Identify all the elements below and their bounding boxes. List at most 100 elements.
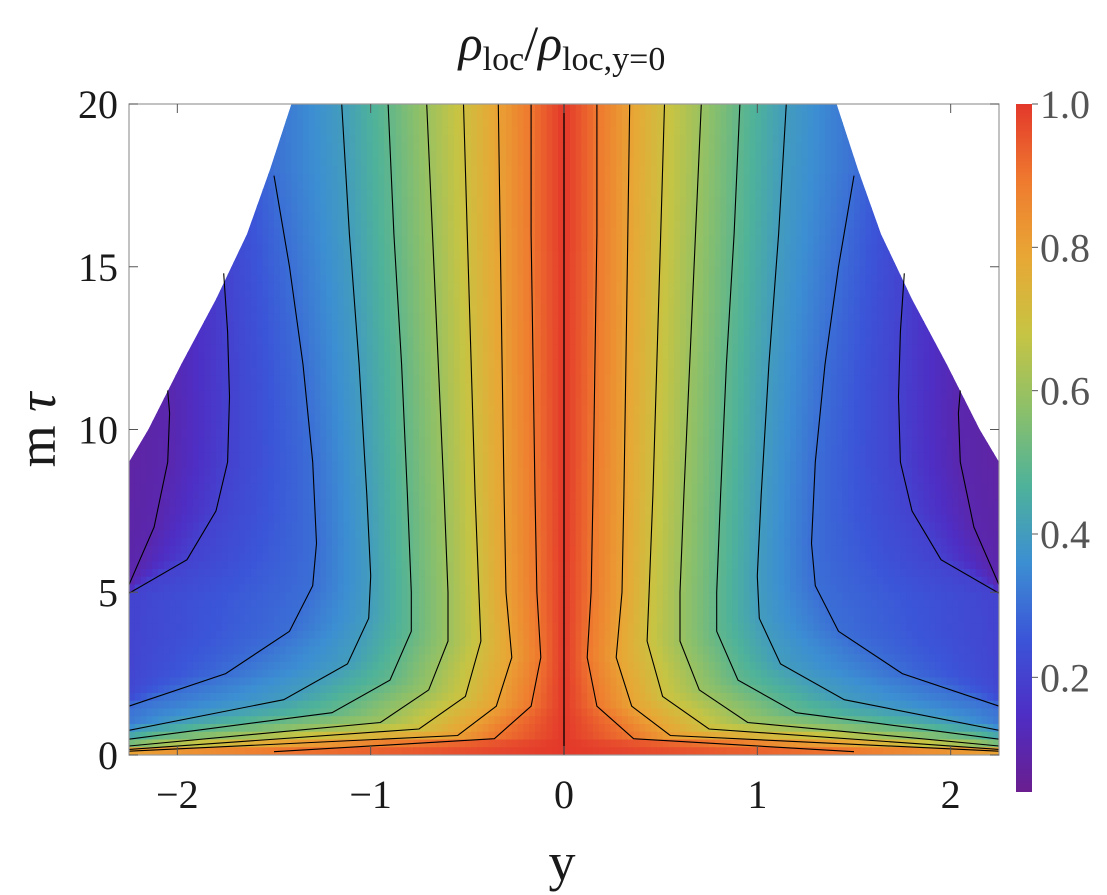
heatmap-cell [453, 282, 461, 291]
heatmap-cell [535, 204, 542, 214]
heatmap-cell [888, 119, 896, 128]
heatmap-cell [239, 274, 246, 283]
heatmap-cell [384, 305, 391, 314]
heatmap-cell [964, 220, 971, 229]
heatmap-cell [216, 297, 223, 307]
heatmap-cell [163, 111, 171, 121]
heatmap-cell [958, 321, 965, 330]
heatmap-cell [767, 220, 774, 229]
heatmap-cell [651, 166, 658, 175]
heatmap-cell [506, 336, 513, 345]
heatmap-cell [912, 344, 919, 353]
heatmap-cell [813, 336, 820, 345]
heatmap-cell [413, 119, 420, 128]
heatmap-cell [279, 313, 287, 322]
heatmap-cell [355, 220, 362, 229]
heatmap-cell [192, 111, 200, 121]
heatmap-cell [587, 204, 594, 214]
heatmap-cell [842, 173, 849, 183]
heatmap-cell [424, 228, 432, 237]
heatmap-cell [894, 243, 901, 252]
heatmap-cell [378, 197, 385, 206]
heatmap-cell [274, 235, 281, 245]
heatmap-cell [297, 274, 304, 283]
heatmap-cell [152, 173, 159, 183]
heatmap-cell [169, 127, 176, 136]
heatmap-cell [146, 290, 153, 299]
heatmap-cell [494, 274, 501, 283]
heatmap-cell [854, 220, 861, 229]
heatmap-cell [743, 111, 751, 121]
heatmap-cell [175, 228, 182, 237]
heatmap-cell [210, 189, 217, 198]
heatmap-cell [523, 104, 530, 113]
heatmap-cell [245, 150, 252, 159]
heatmap-cell [598, 158, 606, 167]
heatmap-cell [854, 228, 861, 237]
heatmap-cell [970, 328, 977, 338]
heatmap-cell [355, 197, 362, 206]
heatmap-cell [372, 197, 379, 206]
heatmap-cell [674, 204, 681, 214]
heatmap-cell [268, 290, 275, 299]
heatmap-cell [384, 235, 391, 245]
heatmap-cell [651, 274, 658, 283]
heatmap-cell [372, 181, 379, 190]
heatmap-cell [343, 197, 350, 206]
heatmap-cell [140, 297, 147, 307]
heatmap-cell [442, 266, 449, 276]
heatmap-cell [546, 321, 553, 330]
heatmap-cell [778, 197, 785, 206]
heatmap-cell [442, 104, 449, 113]
heatmap-cell [825, 313, 832, 322]
heatmap-cell [233, 173, 240, 183]
heatmap-cell [262, 104, 269, 113]
heatmap-cell [755, 228, 762, 237]
heatmap-cell [894, 266, 901, 276]
heatmap-cell [668, 197, 675, 206]
heatmap-cell [575, 290, 582, 299]
heatmap-cell [610, 111, 617, 121]
heatmap-cell [198, 313, 205, 322]
heatmap-cell [784, 197, 791, 206]
heatmap-cell [332, 305, 339, 314]
heatmap-cell [627, 313, 635, 322]
heatmap-cell [523, 212, 530, 221]
heatmap-cell [854, 173, 861, 183]
heatmap-cell [181, 243, 188, 252]
heatmap-cell [987, 305, 994, 314]
heatmap-cell [152, 313, 159, 322]
heatmap-cell [366, 305, 374, 314]
heatmap-cell [245, 135, 252, 144]
heatmap-cell [210, 228, 217, 237]
heatmap-cell [923, 266, 930, 276]
heatmap-cell [146, 352, 153, 361]
heatmap-cell [622, 135, 629, 144]
heatmap-cell [216, 243, 223, 252]
heatmap-cell [830, 166, 838, 175]
heatmap-cell [349, 189, 356, 198]
heatmap-cell [540, 344, 548, 353]
heatmap-cell [656, 297, 664, 307]
heatmap-cell [442, 189, 449, 198]
heatmap-cell [923, 328, 930, 338]
heatmap-cell [958, 266, 965, 276]
heatmap-cell [540, 259, 548, 268]
heatmap-cell [906, 305, 913, 314]
heatmap-cell [946, 197, 954, 206]
heatmap-cell [819, 104, 826, 113]
heatmap-cell [268, 321, 275, 330]
heatmap-cell [378, 189, 385, 198]
heatmap-cell [384, 142, 391, 152]
heatmap-cell [308, 104, 316, 113]
heatmap-cell [952, 290, 959, 299]
heatmap-cell [975, 336, 983, 345]
heatmap-cell [790, 328, 797, 338]
heatmap-cell [372, 282, 379, 291]
heatmap-cell [633, 135, 640, 144]
heatmap-cell [279, 189, 287, 198]
heatmap-cell [836, 328, 843, 338]
heatmap-cell [540, 251, 548, 260]
heatmap-cell [303, 274, 310, 283]
heatmap-cell [970, 321, 977, 330]
